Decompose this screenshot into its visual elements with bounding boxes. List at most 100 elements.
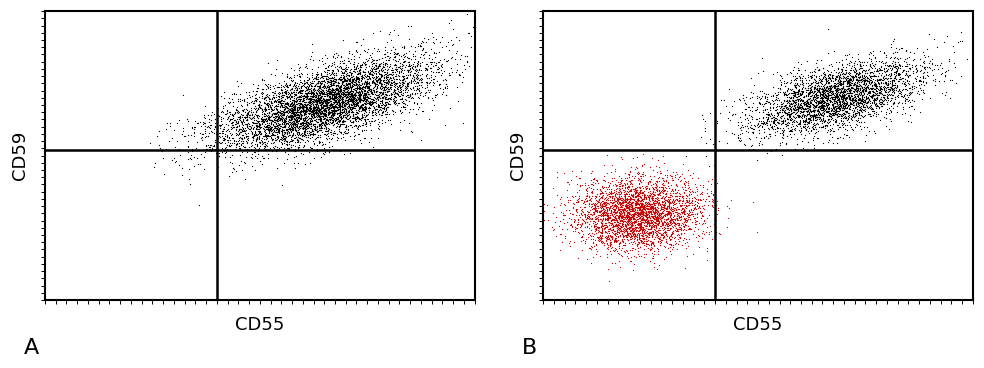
Point [837,96,853,102]
Point [340,64,356,70]
Point [790,114,806,120]
Point [585,209,601,215]
Point [624,207,640,213]
Point [842,79,858,85]
Point [297,84,313,90]
Point [669,193,685,199]
Point [356,94,372,100]
Point [472,66,488,71]
Point [642,179,657,185]
Point [304,89,320,95]
Point [378,111,394,117]
Point [153,145,168,151]
Point [308,92,324,98]
Point [671,206,687,212]
Point [305,93,321,99]
Point [609,203,625,209]
Point [843,80,859,86]
Point [238,117,254,123]
Point [327,76,342,82]
Point [335,102,350,108]
Point [614,210,630,216]
Point [229,120,245,126]
Point [258,132,274,138]
Point [278,89,294,95]
Point [249,108,265,114]
Point [783,110,799,116]
Point [426,103,442,109]
Point [354,88,370,93]
Point [332,128,347,134]
Point [346,103,362,109]
Point [572,195,587,201]
Point [281,127,297,133]
Point [619,248,635,254]
Point [624,177,640,183]
Point [168,158,184,164]
Point [352,105,368,111]
Point [332,110,347,116]
Point [884,80,899,86]
Point [329,96,344,102]
Point [904,103,920,109]
Point [672,197,688,202]
Point [336,109,351,114]
Point [726,98,742,104]
Point [328,99,343,105]
Point [800,139,816,145]
Point [862,61,878,67]
Point [652,227,668,233]
Point [339,91,355,97]
Point [359,85,375,91]
Point [323,82,338,88]
Point [588,177,604,183]
Point [450,67,465,73]
Point [549,174,565,180]
Point [792,113,808,119]
Point [628,226,644,232]
Point [318,98,334,104]
Point [846,97,862,103]
Point [599,234,615,240]
Point [208,116,223,122]
Point [901,54,917,60]
Point [189,139,205,145]
Point [257,100,273,106]
Point [329,94,344,100]
Point [289,118,305,124]
Point [298,95,314,100]
Point [632,224,647,230]
Point [325,88,340,93]
Point [268,123,283,129]
Point [630,197,646,203]
Point [467,76,483,82]
Point [682,189,698,195]
Point [212,151,227,156]
Point [243,99,259,105]
Point [603,217,619,223]
Point [368,63,384,69]
Point [752,123,768,128]
Point [853,103,869,109]
Point [581,234,596,240]
Point [319,67,335,73]
Point [868,130,884,136]
Point [195,119,211,125]
Point [902,85,918,91]
Point [439,58,455,64]
Point [886,100,901,106]
Point [339,70,355,76]
Point [302,81,318,87]
Point [260,132,276,138]
Point [815,123,830,129]
Point [387,98,402,104]
Point [646,210,662,216]
Point [846,89,862,95]
Point [627,191,643,197]
Point [322,96,338,102]
Point [295,98,311,104]
Point [240,130,256,136]
Point [666,199,682,205]
Point [352,70,368,75]
Point [851,71,867,77]
